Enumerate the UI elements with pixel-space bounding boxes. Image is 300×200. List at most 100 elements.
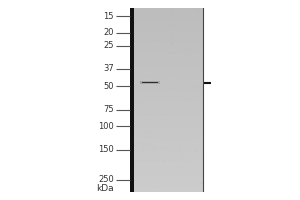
Bar bbox=[153, 184, 156, 185]
Bar bbox=[159, 172, 161, 173]
Bar bbox=[198, 151, 199, 152]
Bar bbox=[189, 16, 190, 18]
Bar bbox=[130, 29, 203, 31]
Bar bbox=[155, 186, 158, 187]
Bar bbox=[130, 8, 134, 192]
Bar bbox=[146, 114, 147, 116]
Bar bbox=[157, 120, 158, 121]
Bar bbox=[190, 115, 192, 117]
Bar bbox=[200, 57, 202, 58]
Bar bbox=[195, 104, 196, 107]
Bar bbox=[130, 180, 203, 183]
Bar bbox=[130, 116, 203, 118]
Bar bbox=[142, 79, 145, 81]
Bar bbox=[130, 141, 203, 144]
Bar bbox=[198, 92, 200, 93]
Bar bbox=[130, 121, 203, 123]
Bar bbox=[153, 153, 154, 154]
Bar bbox=[157, 75, 160, 76]
Bar bbox=[193, 55, 195, 57]
Bar bbox=[130, 47, 203, 49]
Bar bbox=[130, 70, 203, 72]
Bar bbox=[167, 165, 169, 167]
Bar bbox=[199, 94, 201, 96]
Bar bbox=[146, 190, 148, 191]
Bar bbox=[134, 144, 136, 145]
Bar bbox=[154, 85, 156, 86]
Bar bbox=[137, 151, 140, 152]
Bar bbox=[154, 56, 157, 57]
Bar bbox=[184, 12, 187, 13]
Bar bbox=[181, 24, 184, 25]
Bar bbox=[157, 46, 161, 48]
Bar bbox=[134, 174, 136, 177]
Bar bbox=[148, 132, 149, 133]
Bar bbox=[169, 155, 172, 156]
Bar bbox=[196, 8, 200, 11]
Bar bbox=[148, 107, 150, 110]
Bar bbox=[200, 57, 202, 58]
Bar bbox=[159, 88, 160, 90]
Bar bbox=[202, 40, 204, 42]
Bar bbox=[171, 34, 174, 37]
Bar bbox=[196, 33, 198, 35]
Bar bbox=[185, 96, 186, 97]
Bar bbox=[130, 105, 203, 107]
Bar bbox=[130, 130, 203, 132]
Bar bbox=[140, 101, 142, 103]
Bar bbox=[202, 162, 206, 164]
Bar bbox=[130, 176, 203, 178]
Bar bbox=[174, 105, 175, 108]
Bar bbox=[143, 88, 145, 91]
Bar bbox=[167, 117, 168, 119]
Bar bbox=[173, 181, 176, 182]
Bar bbox=[130, 133, 133, 134]
Bar bbox=[196, 44, 198, 46]
Bar bbox=[194, 83, 197, 85]
Bar bbox=[147, 173, 150, 174]
Bar bbox=[131, 168, 132, 169]
Bar bbox=[180, 158, 182, 159]
Bar bbox=[158, 159, 159, 160]
Bar bbox=[130, 77, 203, 79]
Bar bbox=[152, 93, 155, 95]
Bar bbox=[136, 176, 139, 177]
Bar bbox=[161, 157, 162, 158]
Bar bbox=[195, 150, 197, 152]
Bar bbox=[195, 118, 196, 120]
Bar bbox=[172, 52, 174, 55]
Bar bbox=[151, 31, 154, 32]
Bar bbox=[150, 9, 152, 10]
Bar bbox=[153, 63, 154, 65]
Bar bbox=[186, 167, 189, 169]
Bar bbox=[131, 58, 133, 59]
Bar bbox=[130, 185, 203, 187]
Bar bbox=[185, 172, 188, 173]
Bar bbox=[167, 130, 168, 131]
Bar bbox=[130, 174, 203, 176]
Bar bbox=[188, 137, 190, 138]
Bar bbox=[183, 184, 184, 185]
Bar bbox=[194, 155, 197, 156]
Bar bbox=[179, 133, 182, 135]
Bar bbox=[150, 43, 152, 45]
Bar bbox=[151, 136, 154, 137]
Bar bbox=[136, 28, 137, 29]
Bar bbox=[196, 22, 199, 23]
Bar bbox=[138, 128, 141, 129]
Bar bbox=[181, 166, 183, 167]
Bar bbox=[201, 184, 203, 186]
Bar bbox=[150, 190, 153, 192]
Bar bbox=[168, 120, 169, 122]
Bar bbox=[130, 162, 203, 164]
Bar bbox=[202, 64, 204, 66]
Bar bbox=[176, 70, 179, 72]
Bar bbox=[160, 8, 161, 10]
Bar bbox=[197, 94, 200, 95]
Bar bbox=[141, 127, 144, 129]
Bar bbox=[130, 107, 203, 109]
Bar bbox=[184, 19, 186, 21]
Bar bbox=[141, 137, 144, 138]
Text: 25: 25 bbox=[103, 41, 114, 50]
Bar bbox=[157, 94, 158, 96]
